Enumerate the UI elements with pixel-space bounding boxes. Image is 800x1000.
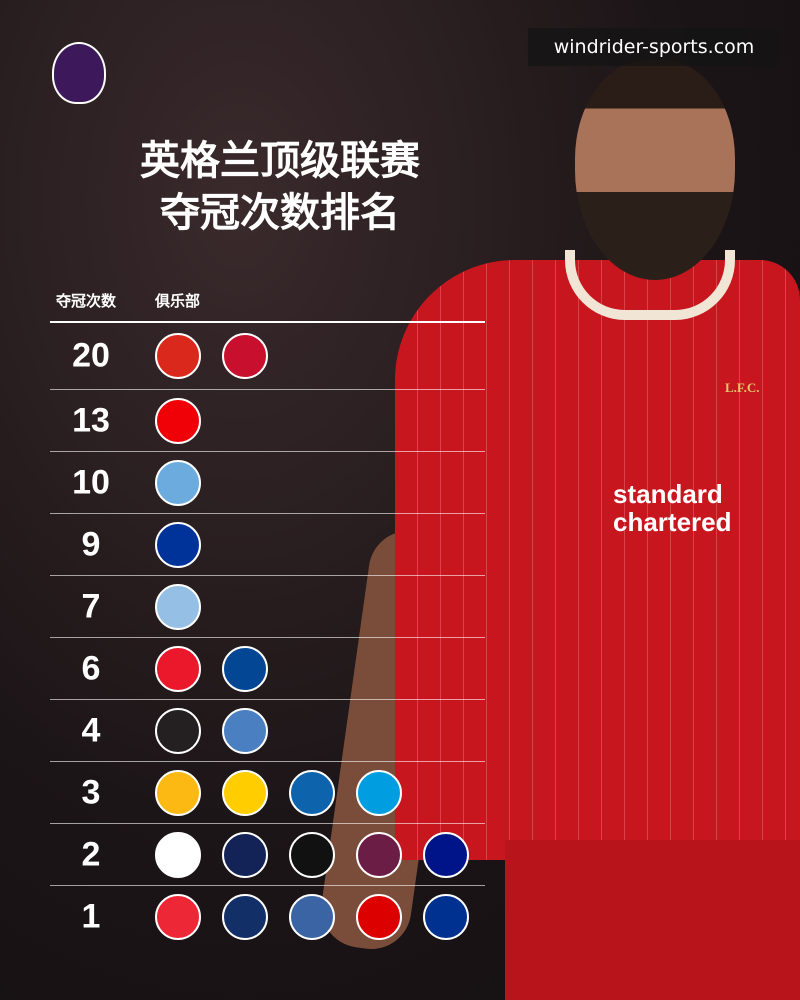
watermark: windrider-sports.com — [528, 28, 780, 66]
title-line-2: 夺冠次数排名 — [160, 190, 400, 236]
table-row: 13 — [50, 389, 485, 451]
table-row: 2 — [50, 823, 485, 885]
club-crest-icon — [155, 333, 201, 379]
club-crest-icon — [356, 831, 402, 878]
club-crest-icon — [289, 831, 335, 878]
player-shirt — [395, 260, 800, 860]
title-count: 3 — [81, 773, 101, 811]
club-crest-icon — [222, 893, 268, 940]
club-logos — [155, 645, 268, 692]
title-line-1: 英格兰顶级联赛 — [140, 138, 420, 184]
table-row: 9 — [50, 513, 485, 575]
club-crest-icon — [155, 645, 201, 692]
header-titles: 夺冠次数 — [56, 292, 117, 310]
club-logos — [155, 397, 201, 444]
club-crest-icon — [356, 769, 402, 816]
title-count: 2 — [81, 835, 101, 873]
table-row: 4 — [50, 699, 485, 761]
club-crest-icon — [155, 893, 201, 940]
table-row: 20 — [50, 321, 485, 389]
header-clubs: 俱乐部 — [155, 292, 201, 310]
shirt-crest: L.F.C. — [725, 380, 760, 395]
club-logos — [155, 707, 268, 754]
club-logos — [155, 521, 201, 568]
table-row: 1 — [50, 885, 485, 947]
club-crest-icon — [155, 397, 201, 444]
title-count: 7 — [81, 587, 101, 625]
title-count: 9 — [81, 525, 101, 563]
sponsor-line1: standard — [613, 479, 723, 509]
page-title: 英格兰顶级联赛 夺冠次数排名 — [60, 135, 500, 239]
club-crest-icon — [222, 707, 268, 754]
club-crest-icon — [289, 769, 335, 816]
club-logos — [155, 893, 469, 940]
club-crest-icon — [423, 831, 469, 878]
title-count: 10 — [72, 463, 110, 501]
club-logos — [155, 459, 201, 506]
title-count: 20 — [72, 336, 110, 375]
title-count: 13 — [72, 401, 110, 439]
club-crest-icon — [155, 459, 201, 506]
table-row: 7 — [50, 575, 485, 637]
title-count: 1 — [81, 897, 101, 935]
club-crest-icon — [222, 333, 268, 379]
premier-league-lion-icon — [52, 42, 106, 104]
table-row: 6 — [50, 637, 485, 699]
table-row: 10 — [50, 451, 485, 513]
player-shorts — [505, 840, 800, 1000]
club-crest-icon — [222, 645, 268, 692]
table-row: 3 — [50, 761, 485, 823]
shirt-sponsor: standard chartered — [613, 480, 732, 536]
title-count: 6 — [81, 649, 101, 687]
club-crest-icon — [155, 583, 201, 630]
club-crest-icon — [289, 893, 335, 940]
player-head — [575, 60, 735, 280]
sponsor-line2: chartered — [613, 507, 732, 537]
club-crest-icon — [155, 521, 201, 568]
club-crest-icon — [155, 831, 201, 878]
club-crest-icon — [423, 893, 469, 940]
club-crest-icon — [155, 769, 201, 816]
title-count: 4 — [81, 711, 101, 749]
club-logos — [155, 831, 469, 878]
title-count-table: 20 13 10 9 7 6 4 3 2 1 — [50, 321, 485, 947]
club-crest-icon — [356, 893, 402, 940]
club-logos — [155, 583, 201, 630]
player-photo: L.F.C. standard chartered — [316, 60, 800, 1000]
club-crest-icon — [155, 707, 201, 754]
club-logos — [155, 769, 402, 816]
club-crest-icon — [222, 831, 268, 878]
club-crest-icon — [222, 769, 268, 816]
club-logos — [155, 333, 268, 379]
